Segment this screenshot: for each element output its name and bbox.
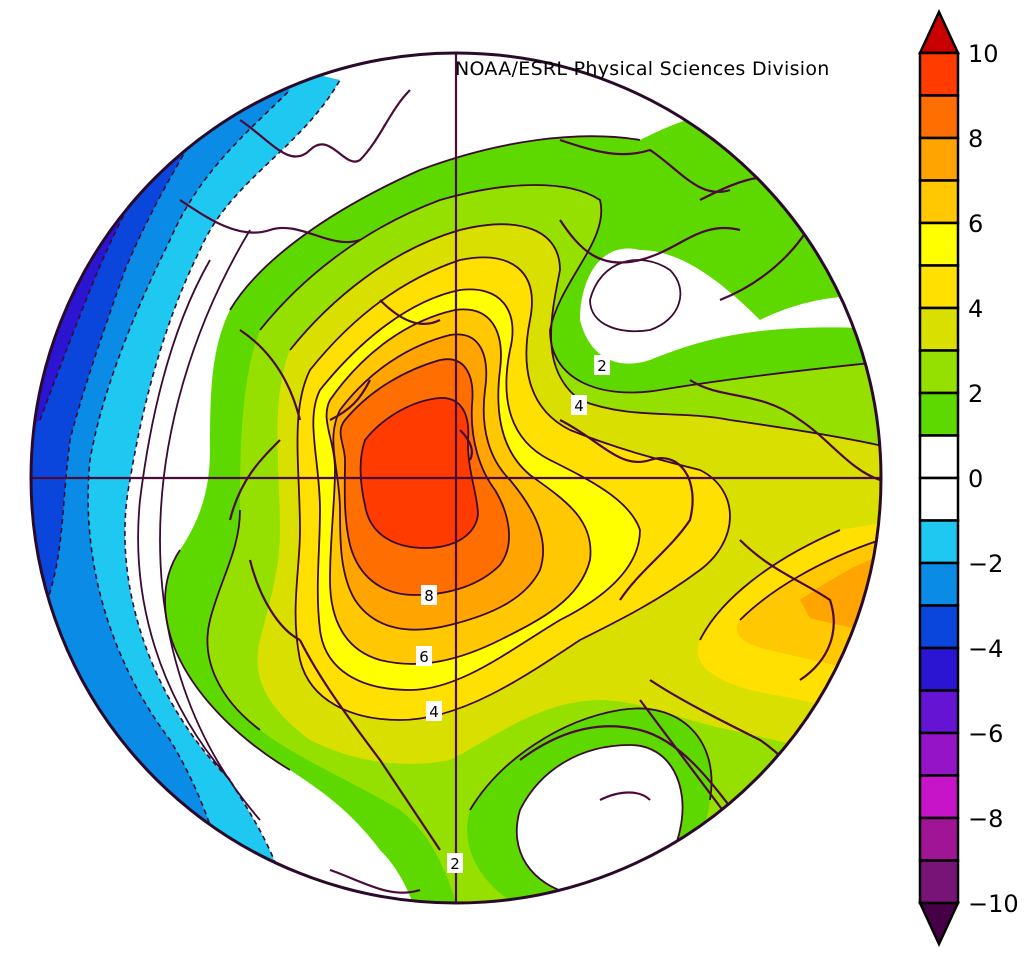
colorbar-band (918, 561, 960, 607)
colorbar-tick-label: −10 (968, 890, 1019, 918)
colorbar-top-arrow (918, 9, 960, 55)
contour-label: 8 (424, 587, 434, 605)
colorbar-tick-label: −2 (968, 550, 1003, 578)
contour-label: 6 (419, 648, 429, 666)
colorbar-band (918, 94, 960, 140)
colorbar-band (918, 816, 960, 862)
colorbar-band (918, 731, 960, 777)
positive-region-10 (360, 397, 478, 548)
colorbar-band (918, 604, 960, 650)
contour-label: 4 (429, 703, 439, 721)
colorbar-tick-label: 6 (968, 210, 983, 238)
colorbar-tick-label: 2 (968, 380, 983, 408)
map-boundary (29, 51, 883, 905)
colorbar-band (918, 306, 960, 352)
colorbar-band (918, 434, 960, 480)
colorbar-band (918, 51, 960, 97)
colorbar-band (918, 221, 960, 267)
colorbar-tick-label: −8 (968, 805, 1003, 833)
colorbar-tick-label: 0 (968, 465, 983, 493)
credit-text: NOAA/ESRL Physical Sciences Division (455, 58, 830, 80)
colorbar-band (918, 391, 960, 437)
colorbar-band (918, 774, 960, 820)
colorbar-band (918, 349, 960, 395)
colorbar-band (918, 859, 960, 905)
contour-label: 4 (574, 397, 584, 415)
colorbar-tick-label: 8 (968, 125, 983, 153)
contour-label: 2 (597, 357, 607, 375)
colorbar-tick-label: −6 (968, 720, 1003, 748)
colorbar-tick-label: 4 (968, 295, 983, 323)
colorbar-band (918, 136, 960, 182)
coastlines (179, 89, 881, 894)
colorbar-band (918, 519, 960, 565)
colorbar: 10 8 6 4 2 0 −2 −4 −6 −8 −10 (918, 9, 1019, 947)
colorbar-band (918, 476, 960, 522)
colorbar-band (918, 179, 960, 225)
colorbar-band (918, 689, 960, 735)
colorbar-bottom-arrow (918, 901, 960, 947)
contour-label-group: 2 4 8 6 4 2 (416, 355, 610, 873)
colorbar-tick-label: −4 (968, 635, 1003, 663)
colorbar-tick-label: 10 (968, 40, 999, 68)
colorbar-band (918, 646, 960, 692)
contour-label: 2 (450, 855, 460, 873)
colorbar-band (918, 264, 960, 310)
